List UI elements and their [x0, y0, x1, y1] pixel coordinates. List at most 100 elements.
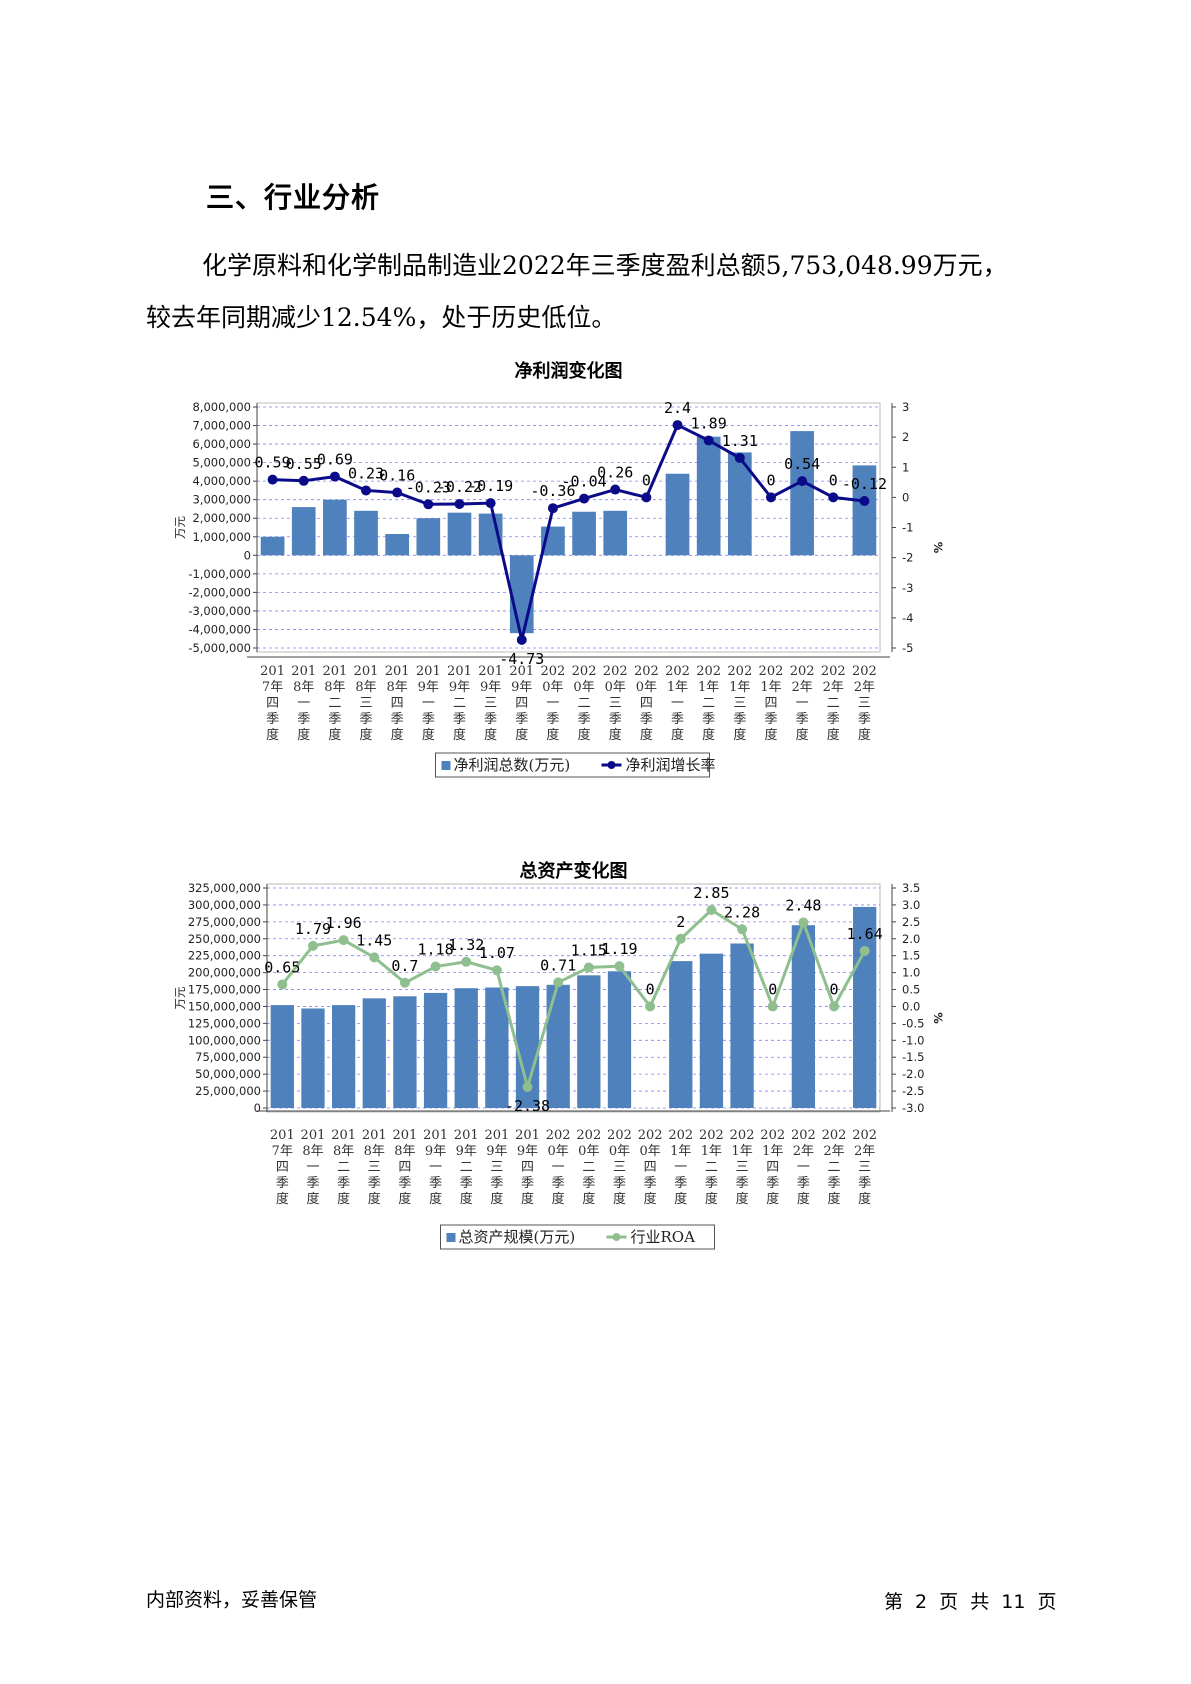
x-tick-label-part: 二 [702, 696, 715, 711]
x-tick-label-part: 季 [797, 1176, 810, 1191]
bar [603, 510, 628, 556]
data-label: -0.19 [468, 477, 513, 495]
y2-tick-label: -2 [902, 551, 913, 565]
y2-tick-label: -3.0 [902, 1101, 924, 1115]
line-point [553, 977, 564, 988]
x-tick-label-part: 9年 [456, 1144, 477, 1159]
line-point [392, 487, 403, 498]
line-point [298, 475, 309, 486]
x-tick-label-part: 季 [674, 1176, 687, 1191]
data-label: 0.7 [391, 957, 418, 975]
data-label: 0.65 [264, 958, 300, 976]
data-label: -0.04 [561, 473, 606, 491]
x-tick-label-part: 季 [391, 712, 404, 727]
total-assets-chart: 总资产变化图 325,000,000 300,000,000 275,000,000 2… [170, 855, 950, 1315]
line-point [859, 945, 870, 956]
line-point [277, 979, 288, 990]
x-tick-label-part: 季 [828, 1176, 841, 1191]
x-tick-label-part: 度 [613, 1191, 626, 1207]
x-tick-label-part: 1年 [698, 680, 719, 695]
line-point [734, 452, 745, 463]
bar [260, 536, 285, 556]
y-tick-label: 5,000,000 [192, 456, 251, 470]
line-point [522, 1082, 533, 1093]
total-assets-chart-svg: 总资产变化图325,000,000300,000,000275,000,0002… [173, 860, 945, 1250]
x-tick-label-part: 季 [796, 712, 809, 727]
x-tick-label-part: 一 [674, 1160, 687, 1175]
bar [607, 971, 632, 1108]
y-tick-label: 300,000,000 [188, 898, 261, 912]
y-tick-label: 50,000,000 [195, 1067, 261, 1081]
x-tick-label-part: 一 [422, 696, 435, 711]
line-point [338, 935, 349, 946]
x-tick-label-part: 201 [385, 664, 410, 679]
line-point [737, 924, 748, 935]
line-point [267, 474, 278, 485]
bar [416, 518, 441, 556]
footer-page-number: 第 2 页 共 11 页 [884, 1591, 1057, 1613]
line-point [430, 961, 441, 972]
line-point [614, 961, 625, 972]
y2-tick-label: -3 [902, 581, 913, 595]
x-tick-label-part: 202 [668, 1128, 693, 1143]
line-point [859, 495, 870, 506]
data-label: 1.19 [601, 940, 637, 958]
x-tick-label-part: 9年 [480, 680, 501, 695]
x-tick-label-part: 三 [613, 1160, 626, 1175]
x-tick-label-part: 季 [276, 1176, 289, 1191]
x-tick-label-part: 9年 [517, 1144, 538, 1159]
y-tick-label: 250,000,000 [188, 932, 261, 946]
chart-title: 总资产变化图 [520, 860, 628, 882]
data-label: -0.23 [406, 478, 451, 496]
y-tick-label: 1,000,000 [192, 530, 251, 544]
x-tick-label-part: 度 [640, 727, 653, 743]
x-tick-label-part: 9年 [425, 1144, 446, 1159]
x-tick-label-part: 度 [797, 1191, 810, 1207]
y2-tick-label: 0.0 [902, 999, 920, 1013]
line-point [583, 962, 594, 973]
x-tick-label-part: 202 [541, 664, 566, 679]
y2-tick-label: 3 [902, 400, 909, 414]
y-axis-label: 万元 [173, 986, 187, 1009]
line-point [361, 485, 372, 496]
x-tick-label-part: 二 [337, 1160, 350, 1175]
data-label: 1.89 [691, 414, 727, 432]
data-label: 1.15 [571, 942, 607, 960]
x-tick-label-part: 7年 [262, 680, 283, 695]
x-tick-label-part: 度 [733, 727, 746, 743]
x-tick-label-part: 0年 [573, 680, 594, 695]
y2-tick-label: -1 [902, 521, 913, 535]
bar [696, 436, 721, 556]
data-label: 1.96 [326, 914, 362, 932]
line-point [547, 503, 558, 514]
x-tick-label-part: 季 [766, 1176, 779, 1191]
bar [291, 507, 316, 556]
legend-line-label: 行业ROA [631, 1228, 696, 1246]
y2-tick-label: 2 [902, 430, 909, 444]
x-tick-label-part: 三 [490, 1160, 503, 1175]
legend-bar-swatch [446, 1233, 456, 1242]
x-tick-label-part: 季 [337, 1176, 350, 1191]
x-tick-label-part: 三 [736, 1160, 749, 1175]
x-tick-label-part: 四 [276, 1160, 289, 1175]
x-tick-label-part: 9年 [486, 1144, 507, 1159]
x-tick-label-part: 二 [705, 1160, 718, 1175]
x-tick-label-part: 度 [398, 1191, 411, 1207]
x-tick-label-part: 201 [322, 664, 347, 679]
x-tick-label-part: 2年 [791, 680, 812, 695]
line-point [610, 484, 621, 495]
net-profit-chart-svg: 净利润变化图 8,000,000 7,000,000 6,000,000 5,000,0… [173, 360, 945, 778]
y2-tick-label: -2.5 [902, 1084, 924, 1098]
x-tick-label-part: 202 [572, 664, 597, 679]
data-label: -0.36 [530, 482, 575, 500]
data-label: 1.18 [418, 941, 454, 959]
x-tick-label-part: 202 [607, 1128, 632, 1143]
x-tick-label-part: 季 [266, 712, 279, 727]
